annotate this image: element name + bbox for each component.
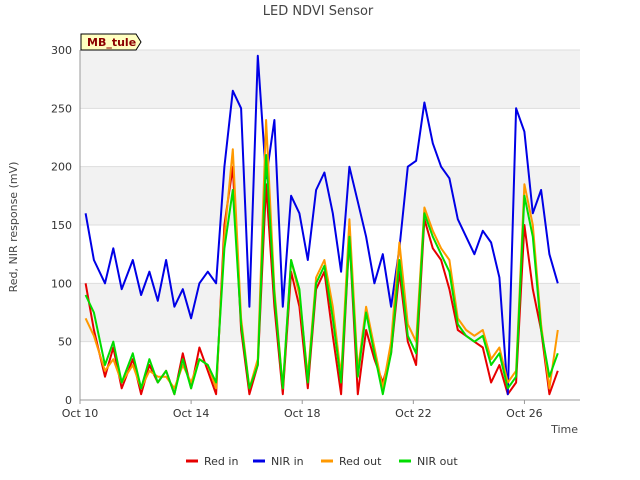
x-axis-label: Time <box>550 423 578 436</box>
y-axis-label: Red, NIR response (mV) <box>7 162 20 293</box>
x-tick-label: Oct 18 <box>284 407 321 420</box>
y-tick-label: 300 <box>51 44 72 57</box>
y-tick-labels: 0 50 100 150 200 250 300 <box>51 44 72 407</box>
legend-label-nir-in: NIR in <box>271 455 304 468</box>
grid-band <box>80 50 580 109</box>
series-layer <box>84 54 559 396</box>
legend-label-nir-out: NIR out <box>417 455 458 468</box>
legend: Red in NIR in Red out NIR out <box>186 455 458 468</box>
legend-label-red-out: Red out <box>339 455 382 468</box>
x-tick-labels: Oct 10 Oct 14 Oct 18 Oct 22 Oct 26 <box>62 400 543 420</box>
axes <box>79 50 580 401</box>
y-tick-label: 0 <box>65 394 72 407</box>
x-tick-label: Oct 10 <box>62 407 99 420</box>
station-badge: MB_tule <box>80 33 142 51</box>
legend-label-red-in: Red in <box>204 455 238 468</box>
x-tick-label: Oct 26 <box>506 407 543 420</box>
y-tick-label: 50 <box>58 336 72 349</box>
series-line-nir-in <box>84 54 559 396</box>
badge-label: MB_tule <box>87 36 136 49</box>
y-tick-label: 250 <box>51 102 72 115</box>
y-tick-label: 100 <box>51 277 72 290</box>
x-tick-label: Oct 22 <box>395 407 432 420</box>
series-line-nir-out <box>84 154 559 396</box>
chart-title: LED NDVI Sensor <box>263 4 374 19</box>
badge-box <box>80 33 142 51</box>
y-tick-label: 200 <box>51 161 72 174</box>
y-tick-label: 150 <box>51 219 72 232</box>
x-tick-label: Oct 14 <box>173 407 210 420</box>
